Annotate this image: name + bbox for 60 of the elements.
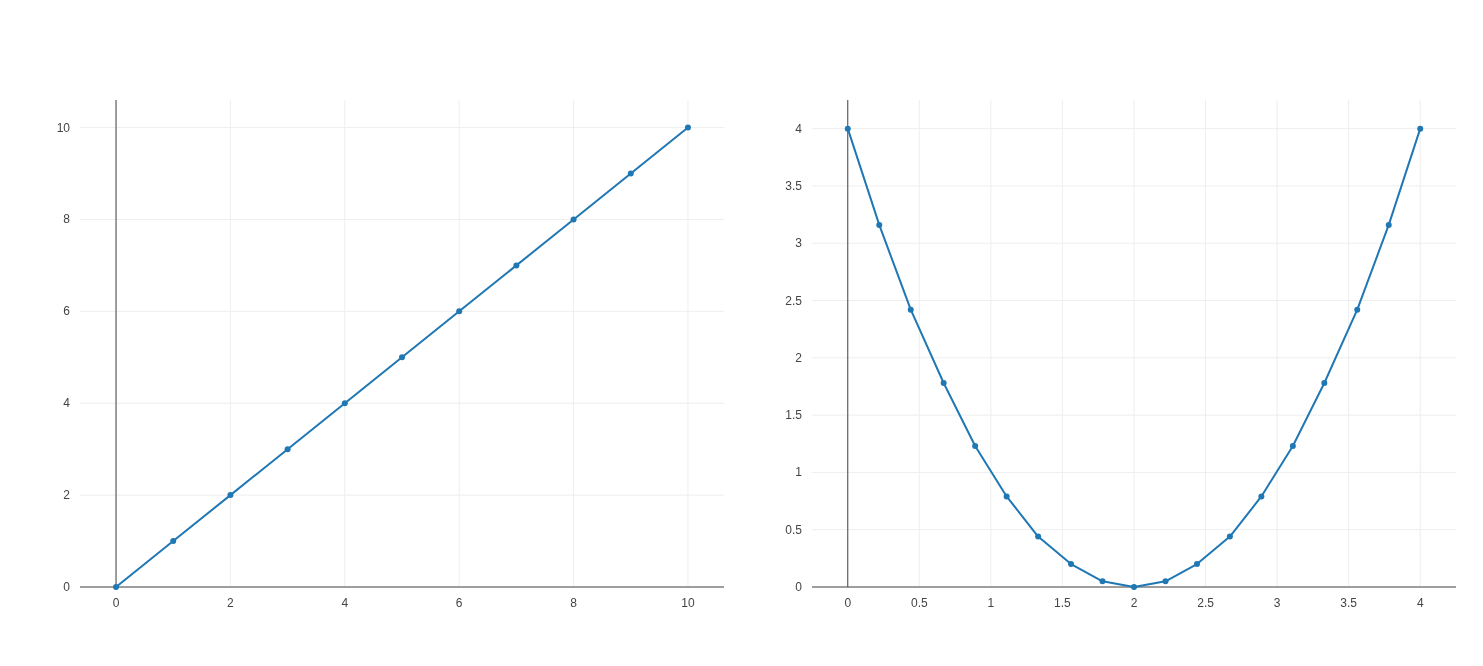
y-tick-label: 0 bbox=[63, 580, 71, 594]
x-tick-label: 8 bbox=[570, 596, 578, 610]
x-tick-label: 0.5 bbox=[910, 596, 928, 610]
x-tick-label: 4 bbox=[341, 596, 349, 610]
x-tick-label: 2 bbox=[1130, 596, 1138, 610]
x-tick-label: 2 bbox=[227, 596, 235, 610]
y-tick-label: 8 bbox=[63, 212, 71, 227]
x-tick-label: 2.5 bbox=[1197, 596, 1215, 610]
point bbox=[456, 308, 463, 315]
point bbox=[1385, 221, 1392, 228]
point bbox=[399, 354, 405, 361]
y-tick-label: 2 bbox=[63, 488, 71, 503]
y-tick-label: 3.5 bbox=[785, 178, 803, 193]
point bbox=[627, 170, 634, 177]
x-tick-label: 4 bbox=[1416, 596, 1424, 610]
point bbox=[844, 125, 851, 132]
point bbox=[513, 262, 520, 269]
point bbox=[1258, 493, 1265, 500]
point bbox=[1321, 380, 1328, 387]
point bbox=[972, 443, 979, 450]
y-tick-label: 3 bbox=[795, 236, 803, 251]
point bbox=[1099, 578, 1106, 585]
point bbox=[1226, 533, 1233, 540]
y-tick-label: 1 bbox=[795, 465, 803, 480]
point bbox=[1162, 578, 1169, 585]
point bbox=[227, 492, 234, 499]
x-tick-label: 0 bbox=[112, 596, 120, 610]
x-tick-label: 1.5 bbox=[1054, 596, 1072, 610]
point bbox=[940, 380, 947, 387]
x-tick-label: 3.5 bbox=[1340, 596, 1358, 610]
point bbox=[907, 306, 914, 313]
y-tick-label: 0 bbox=[795, 580, 803, 594]
y-tick-label: 10 bbox=[56, 120, 71, 135]
y-tick-label: 2.5 bbox=[785, 293, 803, 308]
y-tick-label: 4 bbox=[795, 121, 803, 136]
y-tick-label: 6 bbox=[63, 304, 71, 319]
point bbox=[113, 584, 120, 590]
point bbox=[570, 216, 577, 223]
point bbox=[684, 124, 691, 131]
point bbox=[1068, 561, 1075, 568]
x-tick-label: 6 bbox=[455, 596, 463, 610]
y-tick-label: 0.5 bbox=[785, 522, 803, 537]
y-tick-label: 4 bbox=[63, 396, 71, 411]
point bbox=[1289, 443, 1296, 450]
point bbox=[1417, 125, 1424, 132]
point bbox=[1003, 493, 1010, 500]
x-tick-label: 3 bbox=[1273, 596, 1281, 610]
point bbox=[876, 221, 883, 228]
y-tick-label: 2 bbox=[795, 350, 803, 365]
x-tick-label: 1 bbox=[987, 596, 995, 610]
point bbox=[1354, 306, 1361, 313]
point bbox=[1193, 561, 1200, 568]
point bbox=[284, 446, 291, 453]
point bbox=[1035, 533, 1042, 540]
x-tick-label: 10 bbox=[681, 596, 695, 610]
point bbox=[170, 538, 177, 545]
y-tick-label: 1.5 bbox=[785, 408, 803, 423]
point bbox=[1131, 584, 1137, 590]
point bbox=[341, 400, 348, 407]
x-tick-label: 0 bbox=[844, 596, 852, 610]
